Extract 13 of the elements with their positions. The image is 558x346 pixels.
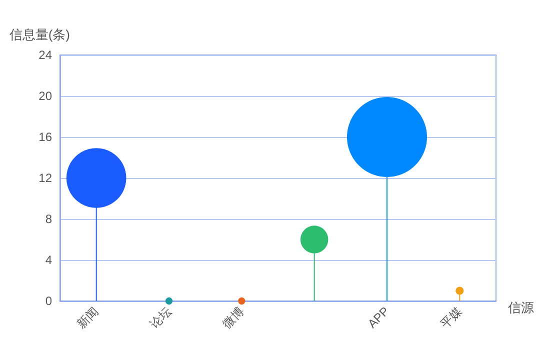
y-tick-label: 12 [38,171,52,185]
x-tick-label: 论坛 [147,304,174,331]
x-axis-title: 信源 [508,300,534,315]
y-axis-title: 信息量(条) [9,27,70,42]
y-tick-label: 16 [38,130,52,144]
y-tick-label: 8 [45,212,52,226]
y-tick-label: 0 [45,294,52,308]
x-tick-label: 微博 [220,304,247,331]
x-tick-label: 新闻 [74,304,102,331]
y-tick-label: 24 [38,48,52,62]
x-tick-label: 平媒 [438,304,465,331]
y-tick-label: 4 [45,253,52,267]
y-tick-label: 20 [38,89,52,103]
